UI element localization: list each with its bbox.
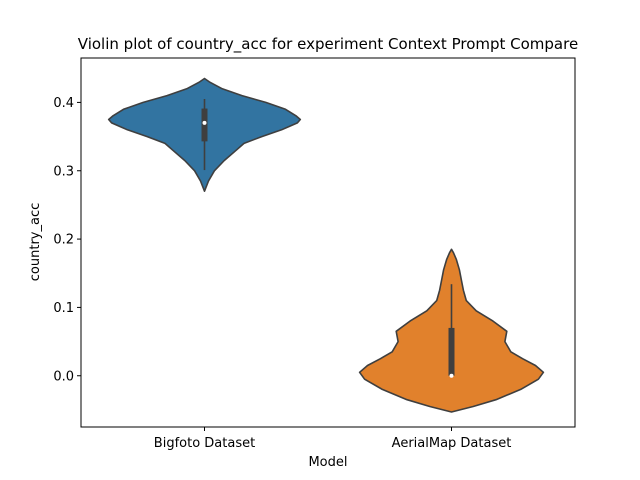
- x-axis-label: Model: [308, 455, 347, 470]
- y-tick-label: 0.1: [53, 301, 74, 316]
- x-tick-label: AerialMap Dataset: [392, 436, 512, 451]
- x-axis-ticks: Bigfoto Dataset AerialMap Dataset: [154, 427, 512, 451]
- chart-title: Violin plot of country_acc for experimen…: [78, 35, 578, 54]
- y-tick-label: 0.0: [53, 369, 74, 384]
- y-axis-ticks: 0.0 0.1 0.2 0.3 0.4: [53, 96, 81, 384]
- y-tick-label: 0.3: [53, 164, 74, 179]
- x-tick-label: Bigfoto Dataset: [154, 436, 255, 451]
- y-axis-label: country_acc: [28, 203, 43, 281]
- y-tick-label: 0.4: [53, 96, 74, 111]
- violin-iqr-box: [201, 108, 208, 142]
- y-tick-label: 0.2: [53, 233, 74, 248]
- plot-area-frame: [80, 57, 576, 428]
- violin-median-point: [202, 120, 207, 125]
- violin-median-point: [449, 373, 454, 378]
- violin-iqr-box: [448, 327, 455, 376]
- violins-group: [107, 77, 545, 413]
